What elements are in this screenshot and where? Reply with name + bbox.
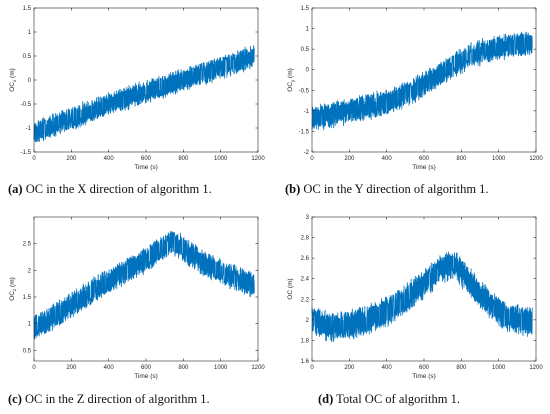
y-tick-label: 1 [306, 27, 310, 33]
x-tick-label: 800 [178, 156, 189, 162]
x-tick-label: 400 [104, 156, 115, 162]
x-tick-label: 1200 [251, 156, 265, 162]
y-tick-label: -2 [304, 150, 310, 156]
plot-area [34, 8, 258, 152]
caption-text: OC in the Z direction of algorithm 1. [21, 392, 210, 406]
y-tick-label: -0.5 [299, 88, 310, 94]
x-tick-label: 1000 [214, 156, 228, 162]
chart-panel-d: 0 200 400 600 800 1000 1200 1.6 1.8 2 2.2 2.4 2.6 2.8… [278, 209, 548, 389]
y-tick-label: 1 [28, 30, 32, 36]
series-line [33, 45, 255, 143]
x-tick-label: 200 [66, 156, 77, 162]
chart-panel-c: 0 200 400 600 800 1000 1200 0.5 1 1.5 2 2.5 Time (s)… [0, 209, 270, 389]
y-tick-label: -1 [26, 126, 32, 132]
y-tick-label: 2.6 [301, 256, 310, 262]
y-tick-label: 1.5 [23, 295, 32, 301]
caption-text: Total OC of algorithm 1. [333, 392, 460, 406]
series-line [33, 230, 255, 340]
plot-area [34, 217, 258, 361]
y-tick-label: 1.8 [301, 338, 310, 344]
x-tick-label: 600 [141, 365, 152, 371]
x-axis-label: Time (s) [134, 373, 158, 380]
x-tick-label: 600 [419, 156, 430, 162]
x-tick-label: 1000 [492, 156, 506, 162]
chart-b: 0 200 400 600 800 1000 1200 -2 -1.5 -1 -0.5 0 0.5 1 1.… [287, 6, 543, 171]
x-tick-label: 0 [310, 365, 314, 371]
y-tick-label: 2 [306, 318, 310, 324]
y-axis-label: OCy (m) [287, 68, 295, 92]
x-tick-label: 600 [419, 365, 430, 371]
caption-tag: (a) [8, 182, 23, 196]
y-tick-label: 0 [306, 68, 310, 74]
caption-d: (d) Total OC of algorithm 1. [318, 392, 460, 407]
chart-panel-b: 0 200 400 600 800 1000 1200 -2 -1.5 -1 -0.5 0 0.5 1 1.… [278, 0, 548, 180]
caption-b: (b) OC in the Y direction of algorithm 1… [285, 182, 489, 197]
caption-tag: (b) [285, 182, 301, 196]
y-tick-label: 0 [28, 78, 32, 84]
chart-d: 0 200 400 600 800 1000 1200 1.6 1.8 2 2.2 2.4 2.6 2.8… [287, 215, 543, 380]
y-tick-label: 0.5 [301, 47, 310, 53]
chart-a: 0 200 400 600 800 1000 1200 -1.5 -1 -0.5 0 0.5 1 1.5 T… [9, 6, 265, 171]
y-tick-label: 3 [306, 215, 310, 221]
y-tick-label: 2.2 [301, 297, 310, 303]
chart-panel-a: 0 200 400 600 800 1000 1200 -1.5 -1 -0.5 0 0.5 1 1.5 T… [0, 0, 270, 180]
x-tick-label: 200 [66, 365, 77, 371]
x-axis-label: Time (s) [412, 373, 436, 380]
x-tick-label: 400 [382, 365, 393, 371]
x-tick-label: 800 [456, 365, 467, 371]
x-tick-label: 400 [104, 365, 115, 371]
x-tick-label: 1200 [251, 365, 265, 371]
y-tick-label: 1 [28, 322, 32, 328]
y-tick-label: -0.5 [21, 102, 32, 108]
y-tick-label: 2.4 [301, 277, 310, 283]
x-tick-label: 400 [382, 156, 393, 162]
x-axis-label: Time (s) [412, 164, 436, 171]
y-tick-label: 2.5 [23, 242, 32, 248]
y-tick-label: 1.6 [301, 359, 310, 365]
x-tick-label: 1200 [529, 365, 543, 371]
y-tick-label: 2 [28, 268, 32, 274]
y-tick-label: 0.5 [23, 54, 32, 60]
caption-c: (c) OC in the Z direction of algorithm 1… [8, 392, 210, 407]
x-tick-label: 800 [456, 156, 467, 162]
x-tick-label: 0 [32, 156, 36, 162]
chart-c: 0 200 400 600 800 1000 1200 0.5 1 1.5 2 2.5 Time (s)… [9, 216, 265, 380]
x-tick-label: 0 [310, 156, 314, 162]
x-tick-label: 1000 [492, 365, 506, 371]
y-tick-label: 1.5 [301, 6, 310, 12]
caption-tag: (d) [318, 392, 334, 406]
caption-text: OC in the X direction of algorithm 1. [22, 182, 212, 196]
caption-text: OC in the Y direction of algorithm 1. [300, 182, 489, 196]
x-tick-label: 800 [178, 365, 189, 371]
y-axis-label: OCx (m) [9, 68, 17, 92]
y-tick-label: 0.5 [23, 348, 32, 354]
y-axis-label: OC (m) [287, 278, 294, 299]
x-tick-label: 1000 [214, 365, 228, 371]
series-line [311, 251, 533, 343]
y-axis-label: OCz (m) [9, 277, 17, 301]
series-line [311, 31, 533, 131]
x-tick-label: 600 [141, 156, 152, 162]
x-tick-label: 0 [32, 365, 36, 371]
y-tick-label: -1.5 [299, 129, 310, 135]
y-tick-label: -1.5 [21, 150, 32, 156]
x-tick-label: 200 [344, 365, 355, 371]
y-tick-label: -1 [304, 109, 310, 115]
x-tick-label: 1200 [529, 156, 543, 162]
caption-tag: (c) [8, 392, 22, 406]
y-tick-label: 2.8 [301, 236, 310, 242]
y-tick-label: 1.5 [23, 6, 32, 12]
x-axis-label: Time (s) [134, 164, 158, 171]
x-tick-label: 200 [344, 156, 355, 162]
caption-a: (a) OC in the X direction of algorithm 1… [8, 182, 212, 197]
